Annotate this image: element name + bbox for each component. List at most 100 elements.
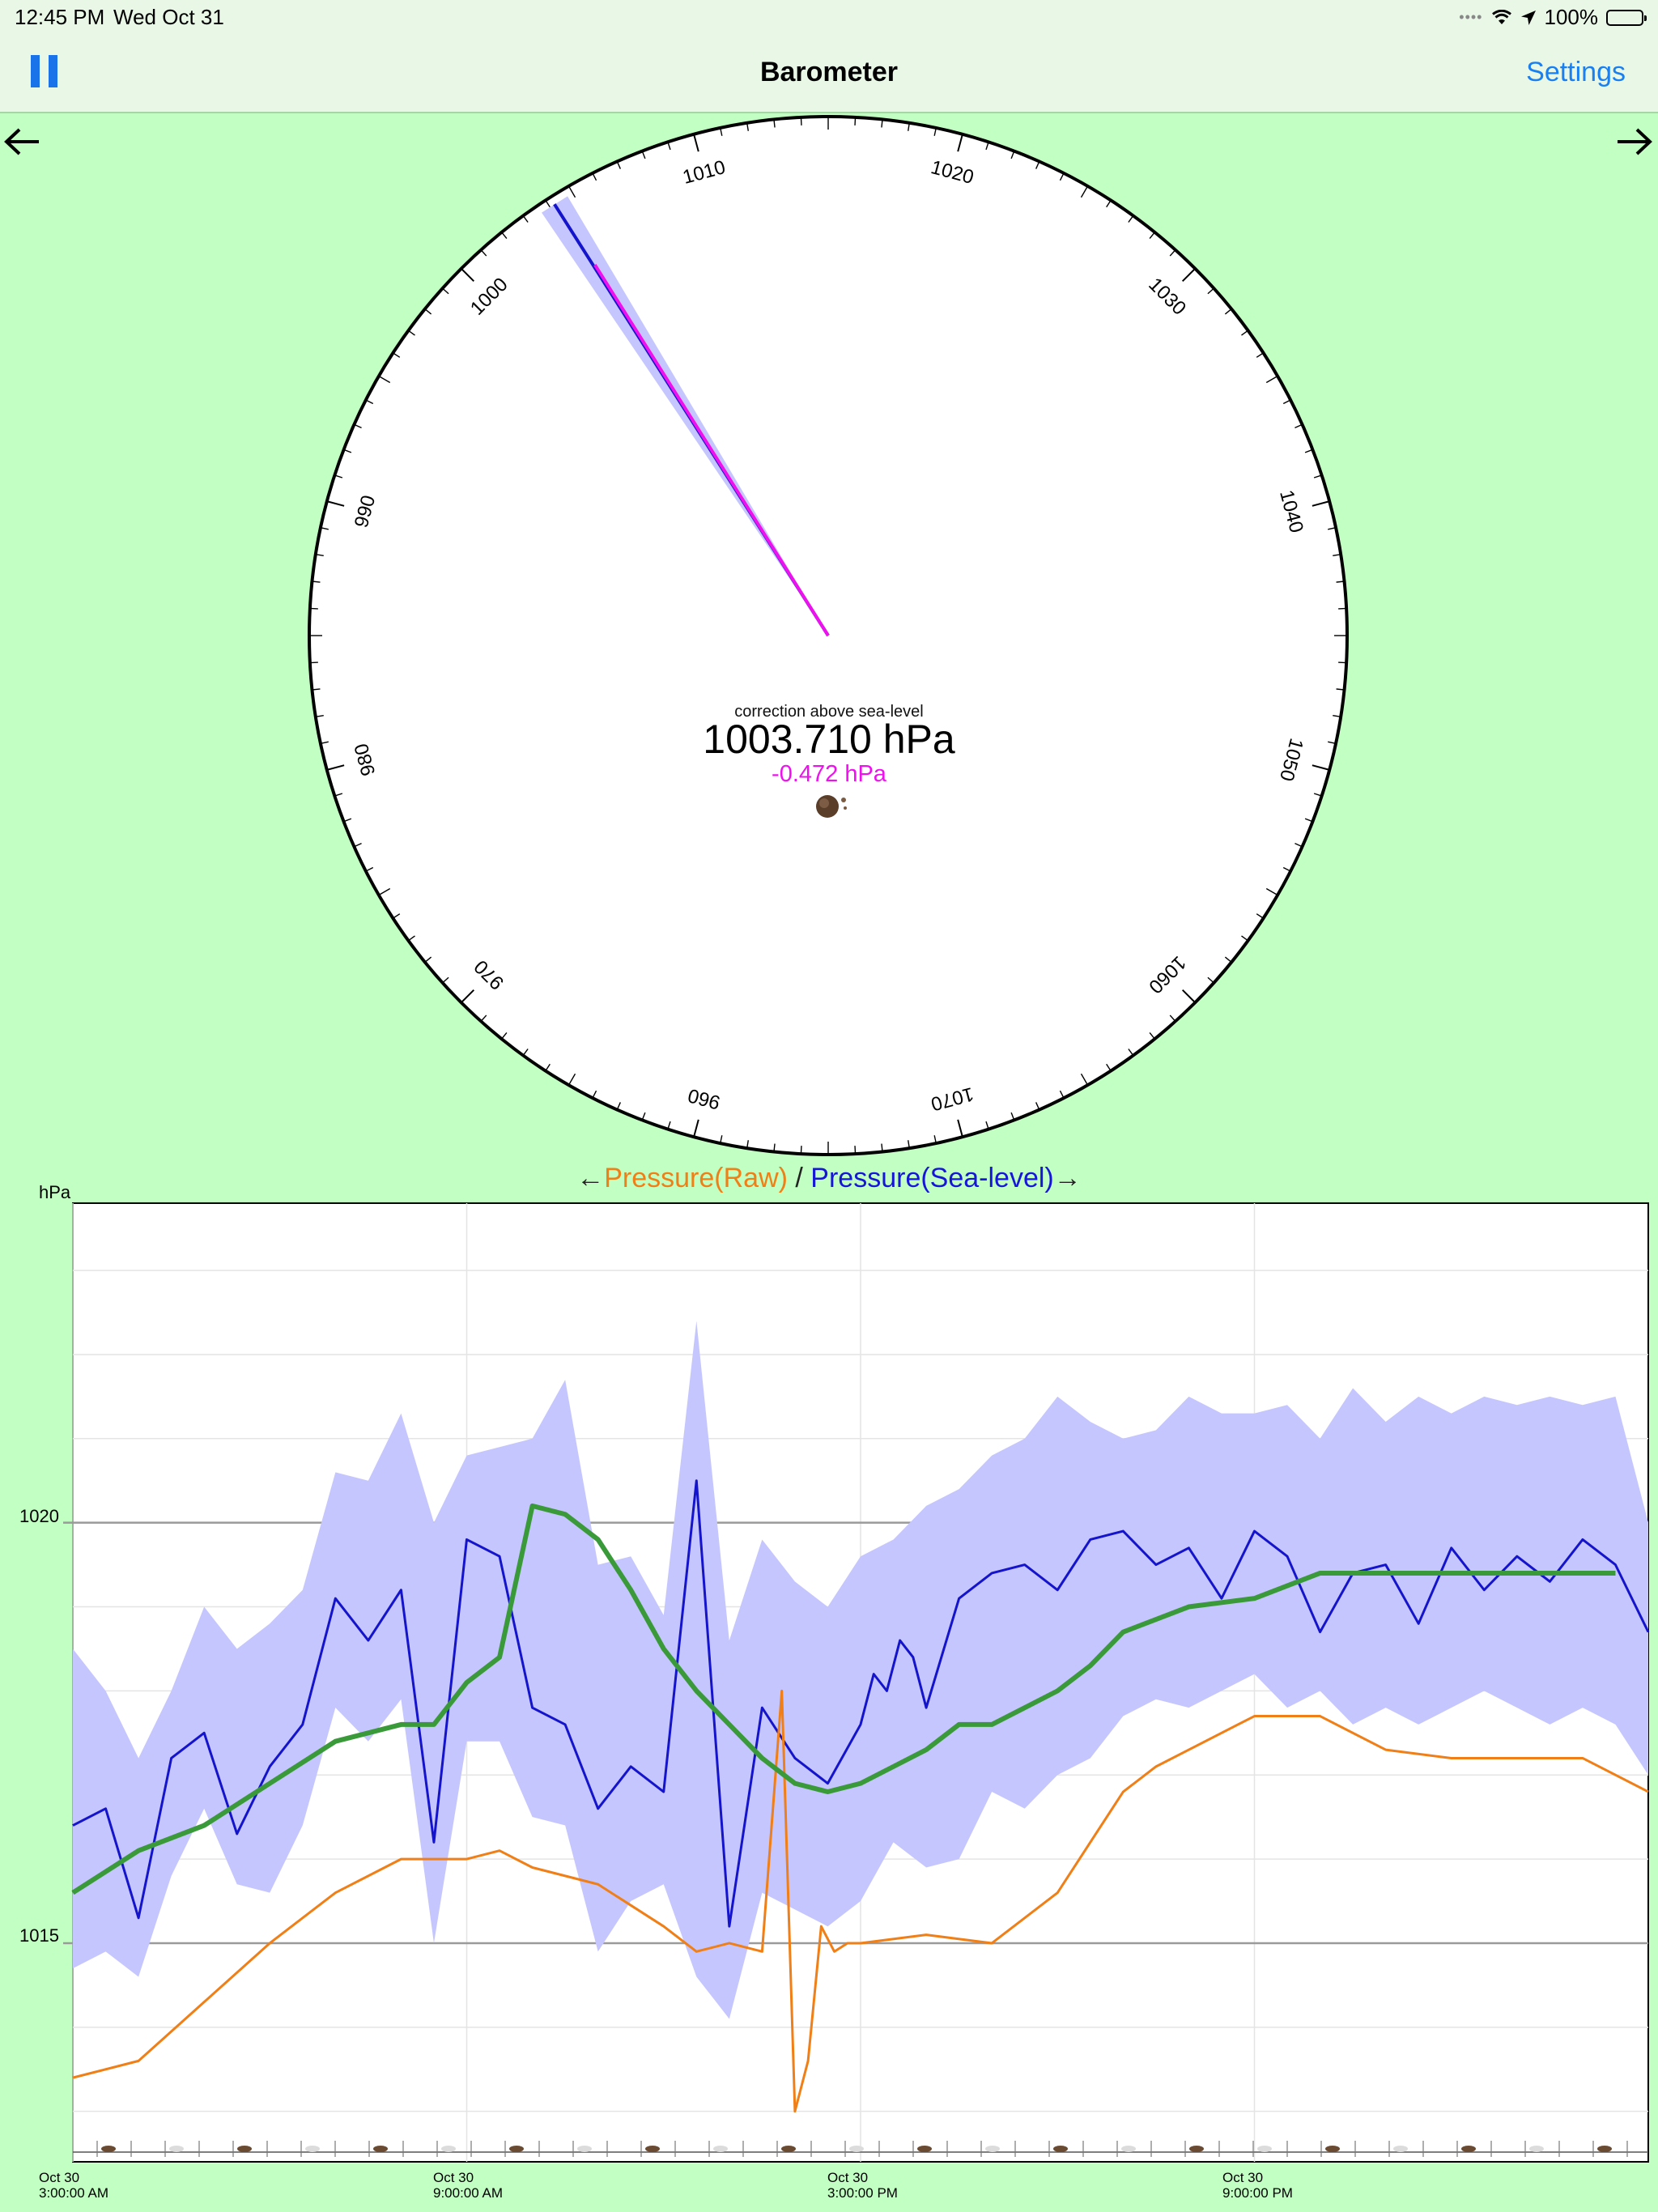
dial-tick [592,1090,597,1099]
sea-level-series-label[interactable]: Pressure(Sea-level) [810,1163,1054,1193]
dial-tick [315,715,324,717]
series-next-button[interactable]: → [1053,1163,1082,1193]
dial-tick [354,843,362,848]
weather-marker-icon [1529,2146,1544,2152]
correction-label: correction above sea-level [734,703,924,721]
dial-tick [1241,935,1248,942]
dial-tick [501,1032,508,1040]
dial-tick [320,741,329,744]
dial-tick [667,1121,671,1129]
location-arrow-icon [1520,10,1536,25]
dial-tick [315,554,324,556]
y-tick-label: 1020 [19,1506,59,1526]
weather-icon [816,795,847,818]
dial-tick [378,375,391,384]
weather-marker-icon [781,2146,796,2152]
status-time: 12:45 PM [15,5,105,29]
dial-tick [326,764,345,771]
weather-marker-icon [101,2146,116,2152]
dial-tick [1338,661,1347,664]
navigation-bar: Barometer Settings [0,32,1658,113]
weather-marker-icon [1597,2146,1612,2152]
dial-tick [1313,793,1322,797]
dial-tick [1128,215,1134,223]
dial-tick [957,1119,963,1138]
dial-tick [1207,287,1214,295]
dial-tick [1336,581,1345,583]
dial-tick [985,1121,989,1129]
dial-tick [1080,1073,1089,1086]
dial-tick [442,287,449,295]
dial-tick [854,1146,857,1155]
dial-tick [408,935,415,942]
arrow-left-icon [4,128,39,155]
sea-level-range-band [73,1321,1648,2019]
dial-tick [568,185,576,198]
pressure-value: 1003.710 hPa [703,717,955,762]
dial-tick [501,232,508,240]
pressure-delta: -0.472 hPa [772,761,886,787]
wifi-icon [1491,9,1511,24]
page-title: Barometer [759,57,899,87]
dial-tick [693,134,699,152]
dial-tick [1295,843,1303,848]
dial-tick [1181,989,1196,1003]
dial-tick [1304,449,1313,453]
dial-tick [334,474,343,479]
dial-tick [1241,330,1248,336]
dial-tick [334,793,343,797]
dial-tick [641,1112,646,1121]
dial-tick [1282,399,1291,405]
dial-tick [1224,956,1232,963]
weather-marker-icon [1189,2146,1204,2152]
settings-button[interactable]: Settings [1526,57,1626,87]
dial-tick [1010,151,1015,160]
weather-marker-icon [1053,2146,1068,2152]
dial-tick [1312,500,1330,507]
signal-dots-icon: •••• [1459,9,1483,25]
dial-tick [309,607,318,610]
weather-marker-icon [1257,2146,1272,2152]
dial-tick [312,688,321,691]
dial-tick [312,581,321,583]
dial-tick [522,215,529,223]
status-date: Wed Oct 31 [113,5,224,29]
dial-tick [1312,764,1330,771]
weather-marker-icon [237,2146,252,2152]
weather-marker-icon [1325,2146,1340,2152]
dial-tick [1059,172,1065,181]
next-button[interactable] [1613,121,1656,162]
dial-tick [1256,913,1264,919]
y-axis-unit: hPa [39,1182,71,1202]
dial-tick [1149,1032,1155,1040]
weather-marker-icon [1461,2146,1476,2152]
dial-tick [746,1140,749,1149]
x-tick-label: Oct 30 3:00:00 AM [39,2170,109,2201]
dial-tick [1282,866,1291,872]
dial-tick [1106,1063,1112,1071]
dial-tick [773,1143,776,1152]
weather-marker-icon [645,2146,660,2152]
pause-button[interactable] [31,55,58,87]
dial-tick [1265,887,1278,896]
dial-tick [957,134,963,152]
dial-tick [1035,1102,1040,1110]
dial-tick [985,142,989,151]
raw-series-label[interactable]: Pressure(Raw) [604,1163,788,1193]
dial-tick [461,268,475,283]
y-tick-label: 1015 [19,1925,59,1946]
previous-button[interactable] [0,121,44,162]
weather-marker-icon [1393,2146,1408,2152]
dial-tick [480,1015,487,1022]
dial-tick [1333,554,1341,556]
dial-tick [854,117,857,125]
dial-tick [354,423,362,428]
series-line-pressure-raw- [72,1689,1649,2113]
dial-tick [1128,1049,1134,1056]
status-bar: 12:45 PM Wed Oct 31 •••• 100% [0,0,1658,32]
series-prev-button[interactable]: ← [576,1163,605,1193]
battery-icon [1606,9,1647,26]
needle-uncertainty [542,196,828,636]
arrow-right-icon [1618,128,1652,155]
